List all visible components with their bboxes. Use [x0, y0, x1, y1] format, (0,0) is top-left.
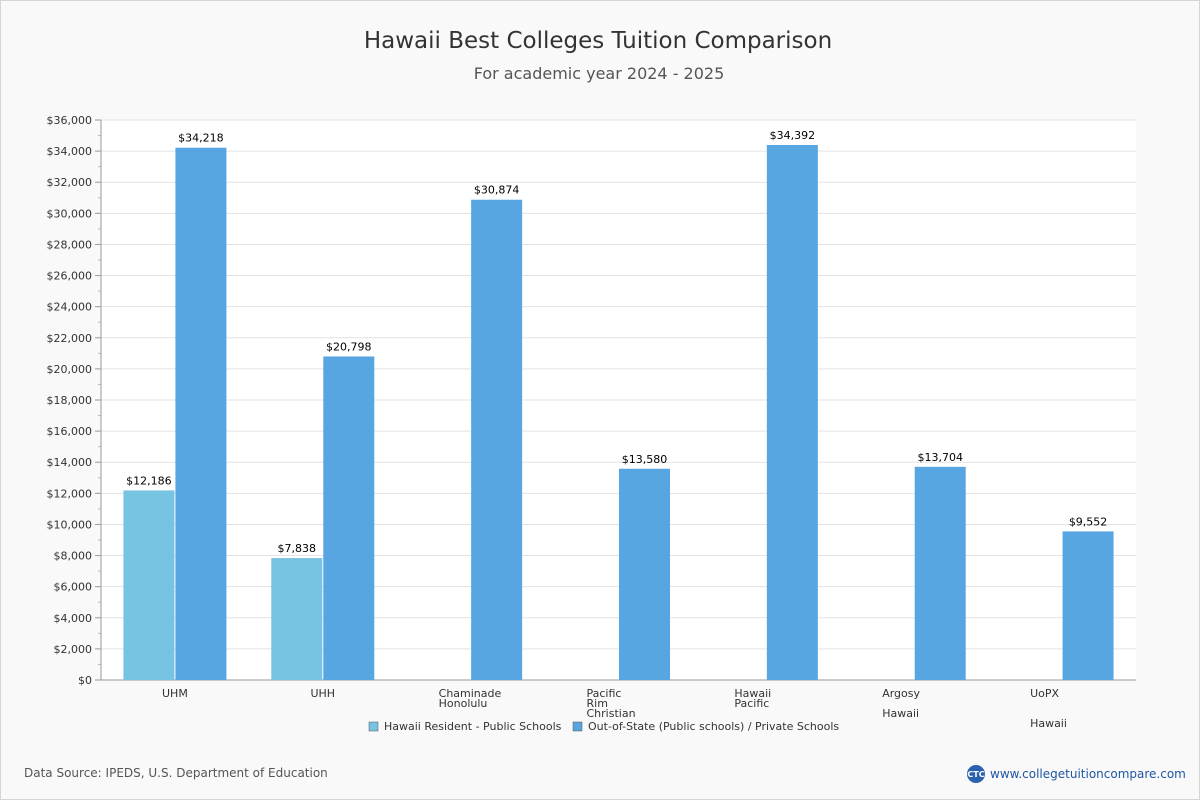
data-label: $13,704 — [917, 451, 963, 464]
y-tick-label: $34,000 — [47, 145, 93, 158]
data-label: $7,838 — [278, 542, 317, 555]
legend-item[interactable]: Out-of-State (Public schools) / Private … — [572, 720, 839, 733]
data-label: $20,798 — [326, 340, 372, 353]
x-axis-labels: UHM UHH ChaminadeHonoluluPacificRimChristi… — [162, 687, 1067, 730]
category-label: Hawaii — [734, 687, 771, 700]
category-label: Christian — [587, 707, 636, 720]
bars — [123, 145, 1114, 681]
category-label: Hawaii — [882, 707, 919, 720]
y-tick-label: $24,000 — [47, 301, 93, 314]
brand-url[interactable]: www.collegetuitioncompare.com — [990, 767, 1186, 781]
category-label: Pacific — [587, 687, 622, 700]
y-tick-label: $8,000 — [54, 550, 93, 563]
legend-swatch — [368, 721, 379, 732]
y-tick-label: $36,000 — [47, 114, 93, 127]
data-labels: $12,186 $34,218 $7,838 $20,798 $30,874 $13,58… — [126, 129, 1107, 555]
y-tick-label: $30,000 — [47, 207, 93, 220]
data-label: $13,580 — [622, 453, 668, 466]
chart-title: Hawaii Best Colleges Tuition Comparison — [364, 28, 832, 54]
y-tick-label: $20,000 — [47, 363, 93, 376]
bar — [323, 356, 375, 680]
brand-logo-text: CTC — [967, 770, 984, 779]
chart-subtitle: For academic year 2024 - 2025 — [474, 64, 725, 83]
category-label: UHM — [162, 687, 188, 700]
category-label: Honolulu — [439, 697, 488, 710]
category-label: Hawaii — [1030, 717, 1067, 730]
category-label: Chaminade — [439, 687, 502, 700]
bar — [619, 468, 670, 680]
y-axis: $0 $2,000 $4,000 $6,000 $8,000 $10,000 $12,000… — [47, 114, 1136, 687]
category-label: Rim — [587, 697, 608, 710]
legend-item[interactable]: Hawaii Resident - Public Schools — [368, 720, 562, 733]
y-tick-label: $28,000 — [47, 238, 93, 251]
data-label: $9,552 — [1069, 515, 1108, 528]
y-tick-label: $0 — [78, 674, 92, 687]
y-tick-label: $6,000 — [54, 581, 93, 594]
bar — [175, 147, 227, 681]
y-tick-label: $18,000 — [47, 394, 93, 407]
y-tick-label: $10,000 — [47, 518, 93, 531]
bar — [914, 466, 966, 680]
brand-link[interactable]: CTC www.collegetuitioncompare.com — [967, 765, 1186, 783]
category-label: UHH — [310, 687, 335, 700]
category-label: Argosy — [882, 687, 920, 700]
data-label: $34,392 — [770, 129, 816, 142]
y-tick-label: $2,000 — [54, 643, 93, 656]
category-label: Pacific — [734, 697, 769, 710]
legend-label: Hawaii Resident - Public Schools — [384, 720, 562, 733]
data-label: $12,186 — [126, 474, 172, 487]
y-tick-label: $4,000 — [54, 612, 93, 625]
y-tick-label: $32,000 — [47, 176, 93, 189]
bar — [1062, 531, 1114, 680]
legend-swatch — [572, 721, 583, 732]
data-source: Data Source: IPEDS, U.S. Department of E… — [24, 766, 328, 780]
bar — [471, 199, 523, 680]
brand-logo-icon — [967, 765, 985, 783]
data-label: $34,218 — [178, 132, 224, 145]
bar — [123, 490, 175, 680]
category-label: UoPX — [1030, 687, 1059, 700]
y-tick-label: $12,000 — [47, 487, 93, 500]
legend: Hawaii Resident - Public Schools Out-of-S… — [368, 720, 839, 733]
bar — [766, 145, 818, 681]
bar — [271, 558, 323, 680]
data-label: $30,874 — [474, 184, 520, 197]
y-tick-label: $14,000 — [47, 456, 93, 469]
y-tick-label: $16,000 — [47, 425, 93, 438]
y-tick-label: $22,000 — [47, 332, 93, 345]
legend-label: Out-of-State (Public schools) / Private … — [588, 720, 839, 733]
y-tick-label: $26,000 — [47, 270, 93, 283]
